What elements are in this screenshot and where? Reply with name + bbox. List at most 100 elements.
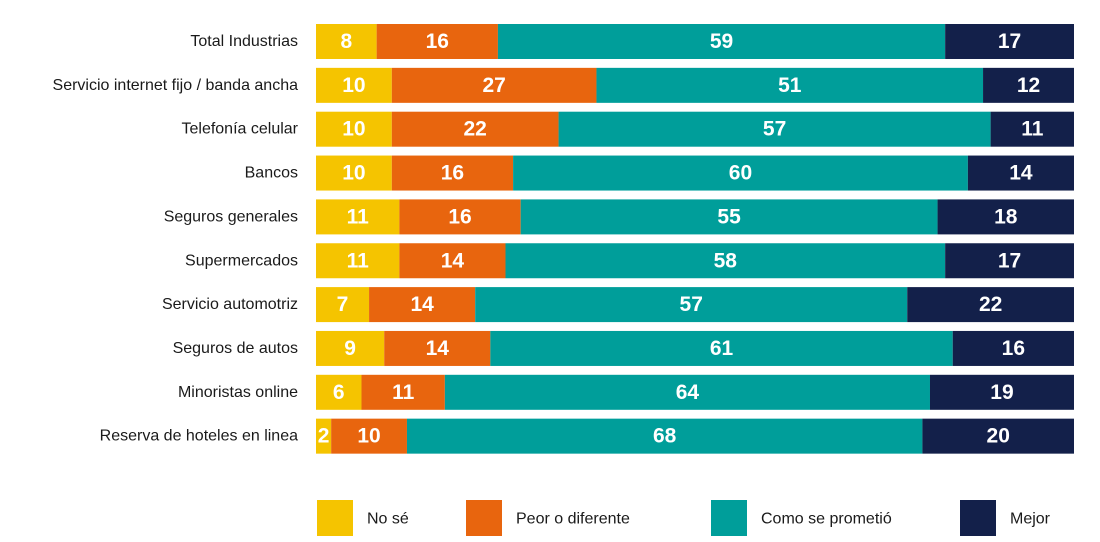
data-label-seguros-generales-no-se: 11: [347, 205, 370, 228]
bar-segment-supermercados-peor-o-diferente: [399, 243, 506, 279]
bar-segment-servicio-automotriz-no-se: [316, 287, 370, 323]
data-label-seguros-generales-peor-o-diferente: 16: [448, 205, 471, 228]
data-label-reserva-de-hoteles-en-linea-no-se: 2: [318, 425, 330, 448]
bar-segment-total-industrias-mejor: [945, 24, 1074, 59]
bar-segment-seguros-generales-no-se: [316, 199, 400, 235]
legend-swatch-como-se-prometio: [711, 500, 747, 536]
data-label-seguros-de-autos-peor-o-diferente: 14: [426, 337, 450, 360]
category-label-supermercados: Supermercados: [185, 252, 298, 269]
data-label-supermercados-no-se: 11: [347, 249, 370, 272]
bar-segment-servicio-internet-fijo-banda-ancha-como-se-prometio: [596, 67, 984, 103]
bar-segment-reserva-de-hoteles-en-linea-no-se: [316, 418, 332, 454]
category-label-bancos: Bancos: [245, 165, 298, 182]
data-label-total-industrias-mejor: 17: [998, 30, 1021, 53]
data-label-servicio-automotriz-peor-o-diferente: 14: [410, 293, 434, 316]
category-label-minoristas-online: Minoristas online: [178, 384, 298, 401]
data-label-telefonia-celular-como-se-prometio: 57: [763, 118, 786, 141]
bar-segment-telefonia-celular-mejor: [990, 111, 1074, 147]
legend-swatch-mejor: [960, 500, 996, 536]
legend-label-no-se: No sé: [367, 511, 409, 528]
category-label-servicio-automotriz: Servicio automotriz: [162, 296, 298, 313]
category-label-total-industrias: Total Industrias: [190, 33, 298, 50]
data-label-seguros-de-autos-no-se: 9: [344, 337, 356, 360]
legend-label-peor-o-diferente: Peor o diferente: [516, 511, 630, 528]
bar-segment-servicio-automotriz-peor-o-diferente: [369, 287, 476, 323]
data-label-supermercados-peor-o-diferente: 14: [441, 249, 465, 272]
bar-segment-seguros-generales-como-se-prometio: [520, 199, 938, 235]
bar-segment-minoristas-online-peor-o-diferente: [361, 374, 445, 410]
data-label-seguros-generales-mejor: 18: [994, 205, 1018, 228]
bar-segment-total-industrias-peor-o-diferente: [376, 24, 498, 59]
bar-segment-seguros-generales-peor-o-diferente: [399, 199, 521, 235]
bar-segment-servicio-automotriz-como-se-prometio: [475, 287, 908, 323]
data-label-bancos-peor-o-diferente: 16: [441, 162, 464, 185]
bar-segment-bancos-como-se-prometio: [513, 155, 968, 191]
data-label-total-industrias-como-se-prometio: 59: [710, 30, 733, 53]
data-label-servicio-automotriz-mejor: 22: [979, 293, 1002, 316]
legend: No sé Peor o diferente Como se prometió Mej…: [317, 500, 1051, 536]
bar-segment-seguros-de-autos-como-se-prometio: [490, 330, 953, 366]
legend-swatch-no-se: [317, 500, 353, 536]
data-label-bancos-no-se: 10: [342, 162, 365, 185]
bar-segment-reserva-de-hoteles-en-linea-como-se-prometio: [406, 418, 923, 454]
legend-label-mejor: Mejor: [1010, 511, 1051, 528]
data-label-servicio-internet-fijo-banda-ancha-como-se-prometio: 51: [778, 74, 802, 97]
category-label-seguros-generales: Seguros generales: [164, 208, 298, 225]
bar-segment-supermercados-no-se: [316, 243, 400, 279]
data-label-seguros-de-autos-mejor: 16: [1002, 337, 1025, 360]
data-label-minoristas-online-no-se: 6: [333, 381, 345, 404]
bar-segment-total-industrias-no-se: [316, 24, 377, 59]
bar-segment-minoristas-online-como-se-prometio: [444, 374, 930, 410]
data-label-telefonia-celular-mejor: 11: [1021, 118, 1044, 141]
bar-segment-seguros-de-autos-mejor: [952, 330, 1074, 366]
data-label-supermercados-como-se-prometio: 58: [714, 249, 738, 272]
bar-segment-minoristas-online-mejor: [929, 374, 1074, 410]
bar-segment-servicio-internet-fijo-banda-ancha-peor-o-diferente: [391, 67, 597, 103]
bar-segment-seguros-de-autos-peor-o-diferente: [384, 330, 491, 366]
data-label-total-industrias-no-se: 8: [340, 30, 352, 53]
data-label-servicio-internet-fijo-banda-ancha-no-se: 10: [342, 74, 365, 97]
legend-swatch-peor-o-diferente: [466, 500, 502, 536]
category-label-servicio-internet-fijo-banda-ancha: Servicio internet fijo / banda ancha: [53, 77, 299, 94]
bar-segment-telefonia-celular-como-se-prometio: [558, 111, 991, 147]
category-label-seguros-de-autos: Seguros de autos: [173, 340, 298, 357]
bars-group: Total Industrias 8 16 59 17 Servicio internet…: [53, 24, 1074, 454]
bar-segment-servicio-automotriz-mejor: [907, 287, 1074, 323]
bar-segment-reserva-de-hoteles-en-linea-mejor: [922, 418, 1074, 454]
category-label-telefonia-celular: Telefonía celular: [181, 121, 298, 138]
data-label-bancos-mejor: 14: [1009, 162, 1033, 185]
category-label-reserva-de-hoteles-en-linea: Reserva de hoteles en linea: [100, 428, 298, 445]
data-label-servicio-automotriz-no-se: 7: [337, 293, 349, 316]
data-label-seguros-de-autos-como-se-prometio: 61: [710, 337, 734, 360]
bar-segment-telefonia-celular-no-se: [316, 111, 392, 147]
data-label-servicio-internet-fijo-banda-ancha-peor-o-diferente: 27: [482, 74, 505, 97]
bar-segment-supermercados-mejor: [945, 243, 1074, 279]
bar-segment-supermercados-como-se-prometio: [505, 243, 946, 279]
bar-segment-servicio-internet-fijo-banda-ancha-no-se: [316, 67, 392, 103]
data-label-bancos-como-se-prometio: 60: [729, 162, 752, 185]
data-label-reserva-de-hoteles-en-linea-mejor: 20: [987, 425, 1010, 448]
data-label-total-industrias-peor-o-diferente: 16: [426, 30, 449, 53]
data-label-telefonia-celular-peor-o-diferente: 22: [464, 118, 487, 141]
bar-segment-total-industrias-como-se-prometio: [497, 24, 946, 59]
bar-segment-seguros-de-autos-no-se: [316, 330, 385, 366]
bar-segment-reserva-de-hoteles-en-linea-peor-o-diferente: [331, 418, 407, 454]
data-label-minoristas-online-peor-o-diferente: 11: [392, 381, 415, 404]
bar-segment-seguros-generales-mejor: [937, 199, 1074, 235]
data-label-reserva-de-hoteles-en-linea-como-se-prometio: 68: [653, 425, 677, 448]
data-label-supermercados-mejor: 17: [998, 249, 1021, 272]
bar-segment-bancos-peor-o-diferente: [391, 155, 514, 191]
data-label-seguros-generales-como-se-prometio: 55: [717, 205, 741, 228]
bar-segment-servicio-internet-fijo-banda-ancha-mejor: [983, 67, 1074, 103]
data-label-servicio-automotriz-como-se-prometio: 57: [680, 293, 703, 316]
bar-segment-bancos-mejor: [967, 155, 1074, 191]
legend-label-como-se-prometio: Como se prometió: [761, 511, 892, 528]
data-label-minoristas-online-como-se-prometio: 64: [676, 381, 700, 404]
bar-segment-telefonia-celular-peor-o-diferente: [391, 111, 559, 147]
bar-segment-minoristas-online-no-se: [316, 374, 362, 410]
bar-segment-bancos-no-se: [316, 155, 392, 191]
data-label-telefonia-celular-no-se: 10: [342, 118, 365, 141]
data-label-servicio-internet-fijo-banda-ancha-mejor: 12: [1017, 74, 1040, 97]
data-label-minoristas-online-mejor: 19: [990, 381, 1013, 404]
